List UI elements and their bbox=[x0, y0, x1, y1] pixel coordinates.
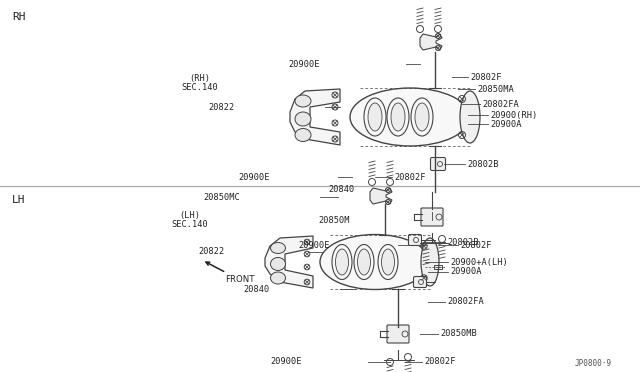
Text: RH: RH bbox=[12, 12, 26, 22]
Text: 20900E: 20900E bbox=[239, 173, 270, 182]
Ellipse shape bbox=[271, 272, 285, 284]
Text: 20900E: 20900E bbox=[271, 357, 302, 366]
Text: 20850MC: 20850MC bbox=[204, 192, 240, 202]
Text: 20822: 20822 bbox=[209, 103, 235, 112]
Text: 20900+A(LH): 20900+A(LH) bbox=[450, 257, 508, 266]
Ellipse shape bbox=[421, 238, 439, 286]
Text: 20802F: 20802F bbox=[394, 173, 426, 182]
Ellipse shape bbox=[320, 234, 430, 289]
Text: 20802F: 20802F bbox=[460, 241, 492, 250]
Text: SEC.140: SEC.140 bbox=[182, 83, 218, 92]
Ellipse shape bbox=[350, 88, 470, 146]
Ellipse shape bbox=[411, 98, 433, 136]
Text: SEC.140: SEC.140 bbox=[172, 219, 209, 228]
FancyBboxPatch shape bbox=[431, 157, 445, 170]
Text: (LH): (LH) bbox=[179, 211, 200, 219]
Ellipse shape bbox=[295, 112, 311, 126]
Text: 20900E: 20900E bbox=[289, 60, 320, 68]
Bar bbox=[434, 265, 442, 269]
Ellipse shape bbox=[271, 243, 285, 253]
FancyBboxPatch shape bbox=[408, 234, 422, 246]
Polygon shape bbox=[290, 89, 340, 145]
Ellipse shape bbox=[295, 128, 311, 141]
Ellipse shape bbox=[295, 95, 311, 107]
Text: 20850M: 20850M bbox=[319, 215, 350, 224]
Ellipse shape bbox=[332, 244, 352, 279]
Ellipse shape bbox=[415, 103, 429, 131]
Polygon shape bbox=[370, 188, 392, 204]
Ellipse shape bbox=[368, 103, 382, 131]
Text: 20802FA: 20802FA bbox=[447, 298, 484, 307]
Ellipse shape bbox=[378, 244, 398, 279]
Text: JP0800·9: JP0800·9 bbox=[575, 359, 612, 369]
Text: 20802FA: 20802FA bbox=[482, 99, 519, 109]
Text: 20840: 20840 bbox=[329, 185, 355, 193]
Polygon shape bbox=[420, 34, 442, 50]
Text: 20802B: 20802B bbox=[467, 160, 499, 169]
Ellipse shape bbox=[335, 249, 349, 275]
Text: 20850MB: 20850MB bbox=[440, 330, 477, 339]
Text: 20802F: 20802F bbox=[470, 73, 502, 81]
Ellipse shape bbox=[364, 98, 386, 136]
FancyBboxPatch shape bbox=[387, 325, 409, 343]
Ellipse shape bbox=[387, 98, 409, 136]
Text: 20802F: 20802F bbox=[424, 357, 456, 366]
FancyBboxPatch shape bbox=[421, 208, 443, 226]
Text: 20822: 20822 bbox=[199, 247, 225, 257]
Ellipse shape bbox=[354, 244, 374, 279]
Text: 20802B: 20802B bbox=[447, 237, 479, 247]
Text: 20840: 20840 bbox=[244, 285, 270, 294]
Text: 20900(RH): 20900(RH) bbox=[490, 110, 537, 119]
FancyBboxPatch shape bbox=[413, 276, 426, 288]
Ellipse shape bbox=[460, 91, 480, 143]
Ellipse shape bbox=[381, 249, 394, 275]
Ellipse shape bbox=[271, 257, 285, 270]
Text: 20900A: 20900A bbox=[450, 267, 481, 276]
Ellipse shape bbox=[391, 103, 405, 131]
Ellipse shape bbox=[358, 249, 371, 275]
Text: 20900A: 20900A bbox=[490, 119, 522, 128]
Text: (RH): (RH) bbox=[189, 74, 211, 83]
Text: FRONT: FRONT bbox=[206, 262, 255, 285]
Polygon shape bbox=[265, 236, 313, 288]
Text: 20850MA: 20850MA bbox=[477, 84, 514, 93]
Text: LH: LH bbox=[12, 195, 26, 205]
Text: 20900E: 20900E bbox=[298, 241, 330, 250]
